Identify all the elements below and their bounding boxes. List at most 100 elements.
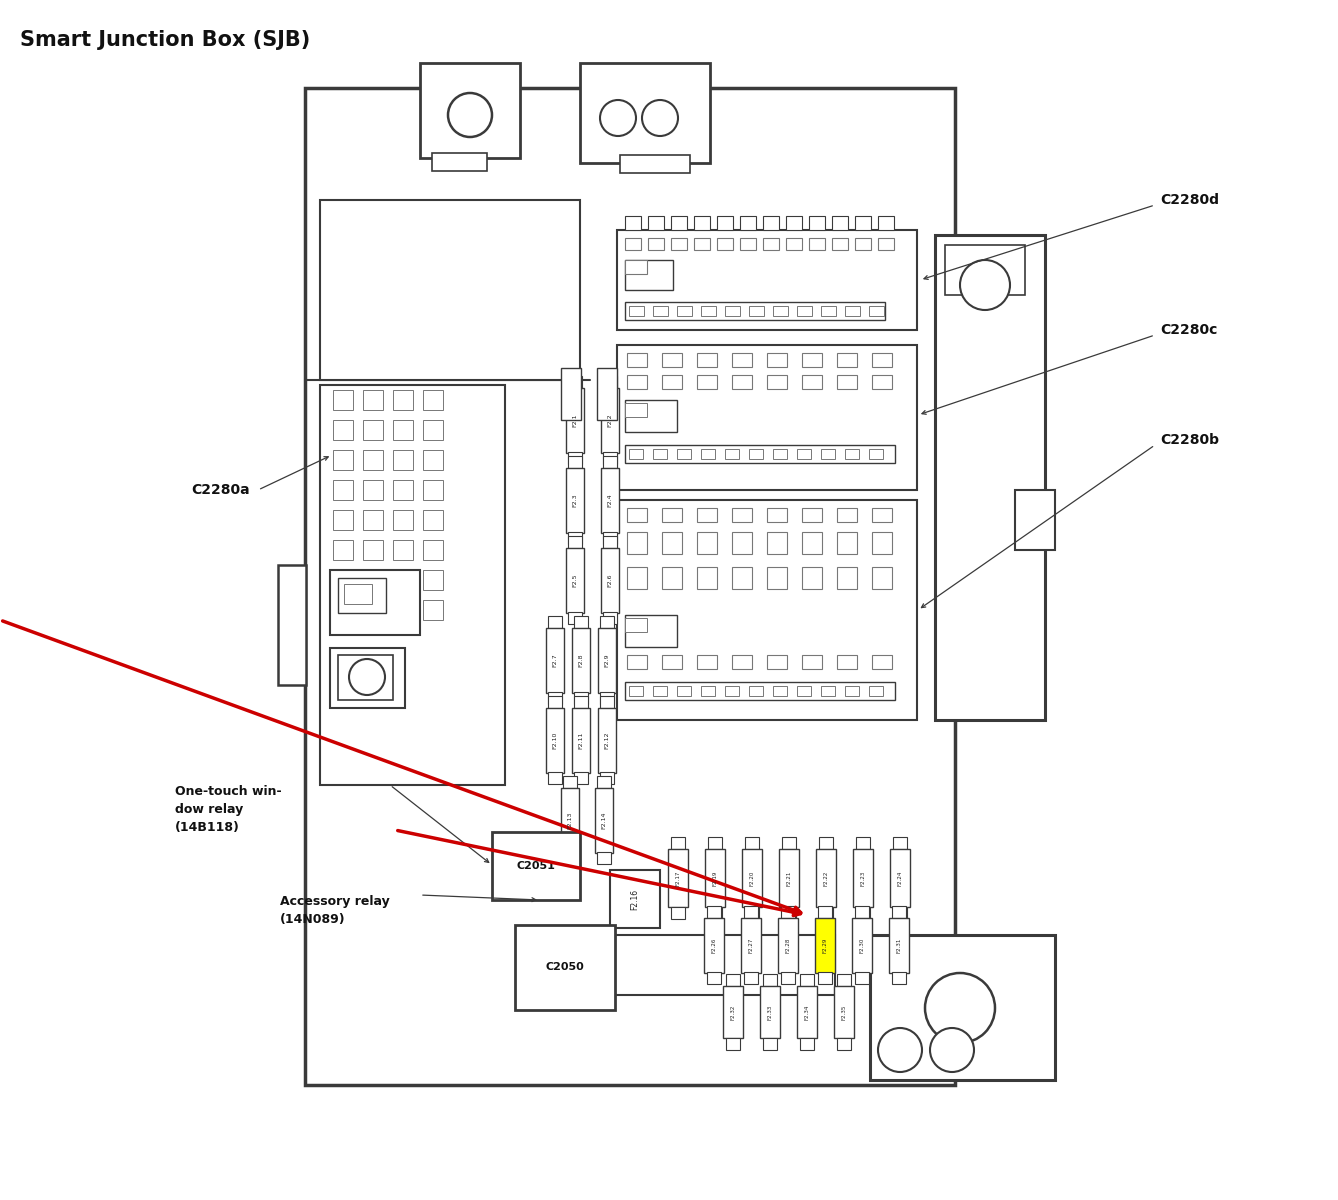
Bar (838, 655, 858, 670)
Bar (749, 686, 763, 696)
Bar (868, 449, 883, 458)
Bar (838, 566, 858, 589)
Circle shape (959, 260, 1010, 310)
Bar (856, 907, 870, 919)
Bar (717, 216, 733, 230)
Text: F2.28: F2.28 (785, 937, 791, 953)
Bar (625, 260, 648, 274)
Bar (617, 500, 917, 720)
Bar (800, 974, 814, 986)
Bar (363, 600, 383, 620)
Bar (320, 385, 504, 785)
Bar (610, 870, 660, 928)
Bar (603, 612, 617, 624)
Bar (333, 450, 353, 470)
Text: F2.33: F2.33 (768, 1004, 772, 1020)
Bar (561, 368, 581, 420)
Text: F2.32: F2.32 (731, 1004, 736, 1020)
Bar (872, 353, 892, 367)
Bar (819, 838, 834, 850)
Bar (305, 88, 955, 1085)
Bar (797, 306, 812, 316)
Text: One-touch win-
dow relay
(14B118): One-touch win- dow relay (14B118) (175, 785, 281, 834)
Bar (625, 614, 677, 647)
Bar (816, 850, 836, 907)
Text: F2.22: F2.22 (823, 870, 828, 886)
Bar (704, 918, 724, 973)
Bar (725, 306, 740, 316)
Bar (838, 508, 858, 522)
Bar (569, 536, 582, 548)
Bar (892, 907, 907, 919)
Bar (705, 850, 725, 907)
Text: F2.34: F2.34 (804, 1004, 809, 1020)
Bar (732, 353, 752, 367)
Bar (569, 376, 582, 388)
Bar (432, 152, 487, 170)
Bar (625, 445, 895, 463)
Bar (872, 566, 892, 589)
Bar (945, 245, 1025, 295)
Bar (723, 986, 743, 1038)
Bar (822, 449, 835, 458)
Bar (763, 1038, 777, 1050)
Bar (697, 532, 717, 554)
Bar (549, 616, 562, 628)
Bar (662, 374, 682, 389)
Bar (662, 508, 682, 522)
Bar (393, 480, 413, 500)
Bar (767, 566, 787, 589)
Bar (617, 346, 917, 490)
Bar (773, 686, 787, 696)
Bar (420, 62, 520, 158)
Bar (846, 306, 860, 316)
Bar (330, 648, 405, 708)
Bar (749, 449, 763, 458)
Text: C2280d: C2280d (1160, 193, 1219, 206)
Bar (628, 532, 648, 554)
Text: F2.13: F2.13 (567, 811, 573, 829)
Bar (868, 306, 884, 316)
Bar (662, 655, 682, 670)
Text: F2.27: F2.27 (748, 937, 753, 953)
Text: F2.9: F2.9 (605, 653, 610, 667)
Bar (579, 62, 710, 163)
Bar (846, 686, 859, 696)
Bar (892, 972, 906, 984)
Bar (822, 686, 835, 696)
Bar (732, 374, 752, 389)
Bar (701, 449, 714, 458)
Bar (767, 508, 787, 522)
Bar (574, 696, 587, 708)
Text: F2.5: F2.5 (573, 574, 578, 587)
Bar (393, 450, 413, 470)
Bar (603, 532, 617, 544)
Text: F2.35: F2.35 (842, 1004, 847, 1020)
Bar (701, 306, 716, 316)
Bar (546, 708, 565, 773)
Bar (648, 238, 664, 250)
Bar (670, 238, 686, 250)
Text: F2.29: F2.29 (823, 937, 827, 953)
Bar (333, 390, 353, 410)
Bar (1016, 490, 1054, 550)
Bar (855, 238, 871, 250)
Circle shape (599, 100, 636, 136)
Bar (697, 566, 717, 589)
Bar (566, 388, 583, 452)
Bar (573, 708, 590, 773)
Text: F2.6: F2.6 (607, 574, 613, 587)
Bar (767, 655, 787, 670)
Circle shape (925, 973, 995, 1043)
Bar (603, 452, 617, 464)
Bar (763, 238, 779, 250)
Bar (797, 449, 811, 458)
Bar (339, 578, 385, 613)
Text: C2280b: C2280b (1160, 433, 1219, 446)
Bar (855, 972, 868, 984)
Text: F2.20: F2.20 (749, 870, 755, 886)
Bar (423, 390, 443, 410)
Text: F2.14: F2.14 (602, 811, 606, 829)
Text: F2.12: F2.12 (605, 731, 610, 749)
Text: F2.31: F2.31 (896, 937, 902, 953)
